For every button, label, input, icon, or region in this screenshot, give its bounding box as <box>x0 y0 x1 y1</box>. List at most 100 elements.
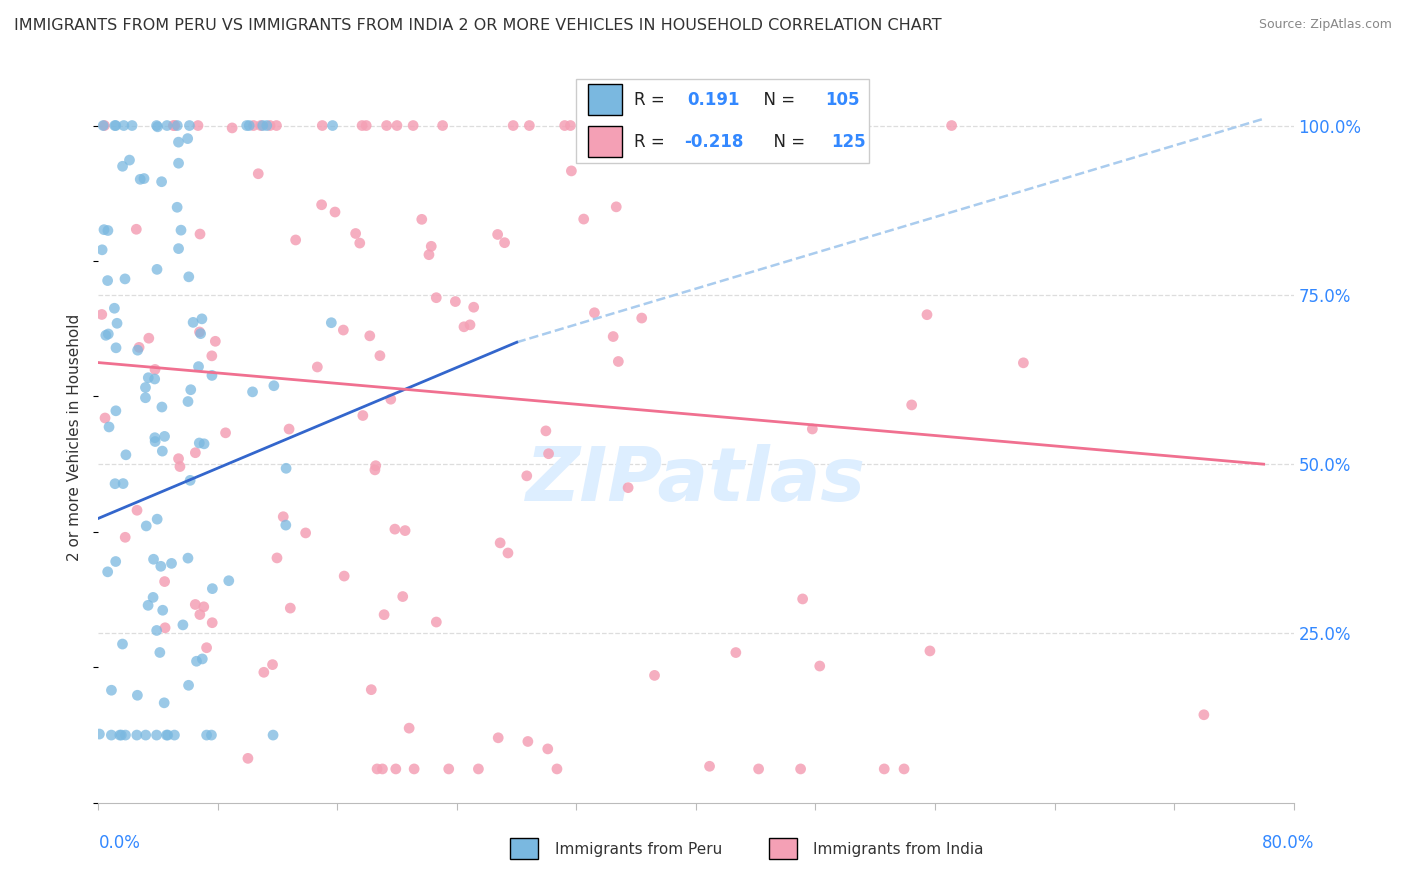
Point <box>941 119 963 133</box>
Point <box>364 458 387 473</box>
Point <box>394 524 416 538</box>
Point <box>111 637 134 651</box>
Point <box>201 349 224 363</box>
Point <box>97 223 120 237</box>
Point <box>311 198 333 212</box>
Text: N =: N = <box>763 133 810 151</box>
Point <box>238 119 260 133</box>
Point <box>187 119 209 133</box>
Point <box>247 167 270 181</box>
Point <box>463 300 485 314</box>
Point <box>516 734 538 748</box>
Point <box>163 119 186 133</box>
Point <box>136 370 159 384</box>
Point <box>278 422 301 436</box>
Point <box>792 591 814 606</box>
Point <box>644 668 666 682</box>
Point <box>617 481 640 495</box>
Point <box>266 550 288 565</box>
Text: Immigrants from India: Immigrants from India <box>813 842 983 856</box>
Point <box>425 291 447 305</box>
Point <box>444 294 467 309</box>
Point <box>91 119 114 133</box>
Point <box>385 762 408 776</box>
Point <box>166 200 188 214</box>
Point <box>146 512 169 526</box>
Point <box>262 657 284 672</box>
Point <box>112 476 135 491</box>
Point <box>190 326 212 341</box>
Point <box>546 762 568 776</box>
Point <box>121 119 143 133</box>
Point <box>789 762 811 776</box>
Point <box>169 459 191 474</box>
Point <box>294 525 316 540</box>
Point <box>605 200 627 214</box>
Point <box>418 248 440 262</box>
Point <box>135 519 157 533</box>
Point <box>494 235 516 250</box>
Point <box>103 301 125 316</box>
Point <box>143 434 166 449</box>
Point <box>360 682 382 697</box>
Point <box>808 659 831 673</box>
Point <box>724 646 747 660</box>
Point <box>242 119 264 133</box>
Point <box>322 119 344 133</box>
Point <box>184 598 207 612</box>
Point <box>218 574 240 588</box>
Point <box>146 120 169 134</box>
Point <box>918 644 941 658</box>
Point <box>583 306 606 320</box>
Point <box>554 119 576 133</box>
Point <box>201 368 224 383</box>
Point <box>201 582 224 596</box>
Point <box>160 557 183 571</box>
Point <box>402 119 425 133</box>
Point <box>519 119 541 133</box>
Point <box>94 411 117 425</box>
Point <box>266 119 288 133</box>
Point <box>486 731 509 745</box>
Point <box>534 424 557 438</box>
Point <box>146 262 169 277</box>
Point <box>111 159 134 173</box>
Point <box>104 555 127 569</box>
Point <box>253 665 276 680</box>
Point <box>437 762 460 776</box>
Point <box>420 239 443 253</box>
Point <box>167 451 190 466</box>
Point <box>560 164 582 178</box>
Point <box>204 334 226 349</box>
Point <box>893 762 915 776</box>
Point <box>384 522 406 536</box>
Point <box>134 380 156 394</box>
Point <box>115 448 138 462</box>
Point <box>193 437 215 451</box>
Point <box>176 131 198 145</box>
Text: R =: R = <box>634 91 669 109</box>
Text: 80.0%: 80.0% <box>1263 834 1315 852</box>
Point <box>612 119 634 133</box>
Point <box>129 172 152 186</box>
Point <box>167 156 190 170</box>
Point <box>307 359 329 374</box>
Point <box>104 119 127 133</box>
Point <box>458 318 481 332</box>
Point <box>846 119 869 133</box>
Point <box>128 340 150 354</box>
Point <box>104 119 127 133</box>
Text: 0.191: 0.191 <box>688 91 740 109</box>
Point <box>112 119 135 133</box>
Point <box>155 728 177 742</box>
Point <box>560 119 582 133</box>
Point <box>271 509 294 524</box>
Point <box>98 420 121 434</box>
Point <box>1012 356 1035 370</box>
Point <box>167 135 190 149</box>
Point <box>188 325 211 339</box>
Point <box>179 119 201 133</box>
Point <box>162 119 184 133</box>
Point <box>900 398 922 412</box>
Point <box>97 565 120 579</box>
